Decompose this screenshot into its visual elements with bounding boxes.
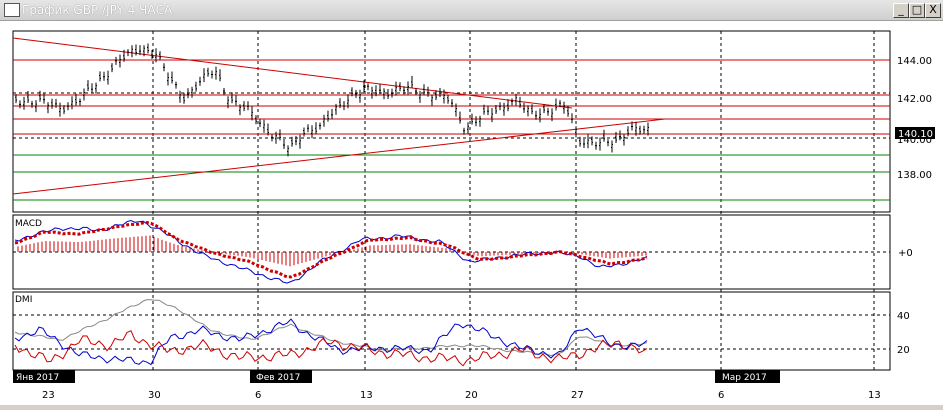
price-candles [15,43,649,157]
day-label: 13 [868,390,881,401]
day-label: 6 [255,390,261,401]
day-label: 6 [718,390,724,401]
chart-canvas: 144.00 142.00 138.00 140.00 140.10 MACD … [12,30,935,401]
maximize-button[interactable]: □ [909,3,925,18]
window-title: График GBP /JPY 4 ЧАСА [22,3,173,17]
dmi-plus-line [14,318,648,366]
dmi-panel [12,291,891,371]
price-tick-142: 142.00 [897,94,932,105]
macd-signal-line [14,220,648,279]
downtrend-line[interactable] [12,37,573,109]
uptrend-line[interactable] [12,118,666,195]
minimize-button[interactable]: _ [893,3,909,18]
day-label: 23 [42,390,55,401]
price-tick-140: 140.00 [897,135,932,146]
chart-window-icon [4,3,20,17]
close-button[interactable]: X [925,3,941,18]
day-label: 13 [360,390,373,401]
dmi-minus-line [14,330,648,367]
window-title-bar: График GBP /JPY 4 ЧАСА _ □ X [0,0,943,21]
day-label: 27 [571,390,584,401]
adx-line [14,299,648,357]
macd-label: MACD [15,219,42,229]
current-price-label: 140.10 [898,129,933,140]
month-box-jan [13,370,75,383]
current-price-box [895,127,935,139]
chart-area[interactable]: 144.00 142.00 138.00 140.00 140.10 MACD … [0,21,943,405]
day-label: 20 [465,390,478,401]
month-box-mar [715,370,780,383]
dmi-label: DMI [15,295,32,305]
day-labels: 23 30 6 13 20 27 6 13 [42,390,881,401]
dmi-tick-40: 40 [897,311,910,322]
month-label-feb: Фев 2017 [256,373,300,383]
month-label-mar: Мар 2017 [722,373,767,383]
macd-zero-label: +0 [898,248,913,259]
price-panel [12,30,891,213]
day-label: 30 [148,390,161,401]
dmi-tick-20: 20 [897,345,910,356]
price-tick-144: 144.00 [897,56,932,67]
month-label-jan: Янв 2017 [16,373,59,383]
month-box-feb [250,370,312,383]
support-lines [13,154,890,201]
macd-histogram [17,235,647,267]
price-tick-138: 138.00 [897,170,932,181]
